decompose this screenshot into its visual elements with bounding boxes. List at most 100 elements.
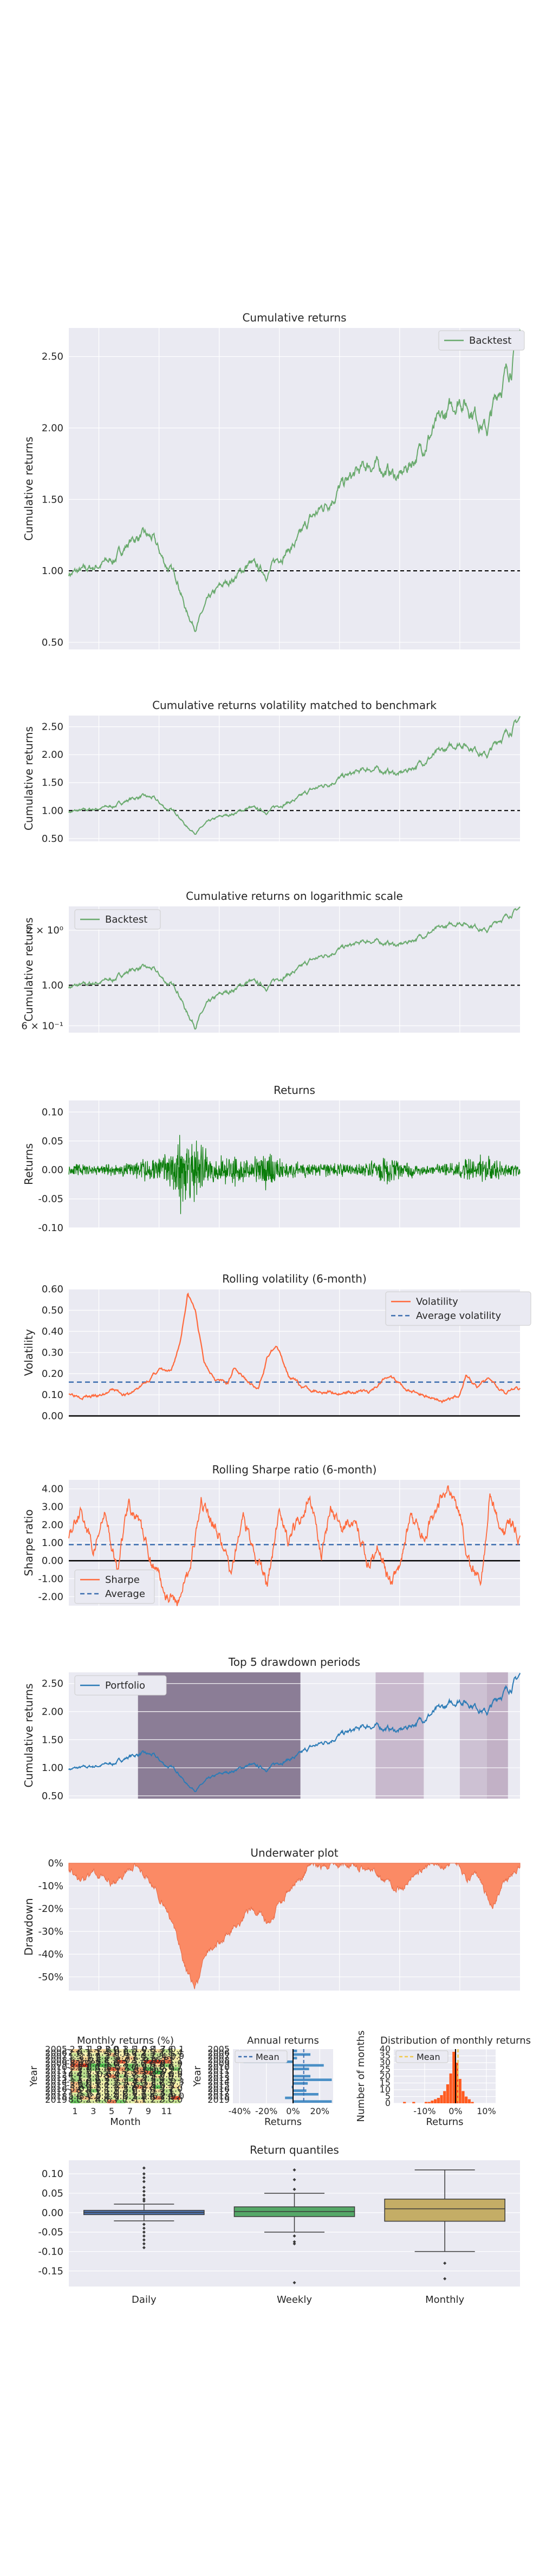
- bar: [293, 2050, 297, 2052]
- x-axis-label: Returns: [264, 2116, 302, 2128]
- heatmap-cell: [162, 2082, 172, 2085]
- heatmap-cell: [70, 2063, 80, 2068]
- heatmap-cell: [171, 2100, 180, 2103]
- y-tick-label: 0.50: [42, 1791, 63, 1802]
- heatmap-cell-value: -1.7: [112, 2065, 129, 2076]
- y-axis-label: Cumulative returns: [22, 1683, 35, 1787]
- heatmap-cell: [125, 2049, 135, 2053]
- y-tick-label: 1.00: [42, 1762, 63, 1774]
- heatmap-cell: [70, 2089, 80, 2092]
- heatmap-cell: [144, 2078, 153, 2082]
- heatmap-cell-value: 1.4: [105, 2087, 118, 2097]
- heatmap-cell-value: 1.9: [95, 2073, 109, 2083]
- y-tick-label: 2.50: [42, 722, 63, 733]
- x-tick-label: 11: [161, 2106, 172, 2116]
- y-tick-label: 2012: [207, 2069, 230, 2079]
- heatmap-cell: [107, 2082, 116, 2085]
- heatmap-cell: [107, 2052, 116, 2057]
- heatmap-cell: [79, 2074, 89, 2078]
- heatmap-cell: [116, 2096, 126, 2100]
- x-tick-label: -20%: [255, 2106, 277, 2116]
- heatmap-cell: [98, 2067, 107, 2071]
- y-tick-label: -0.10: [38, 2246, 63, 2257]
- y-tick-label: 0.40: [42, 1326, 63, 1337]
- y-tick-label: -30%: [38, 1926, 63, 1937]
- heatmap-cell-value: 5.6: [68, 2091, 82, 2101]
- heatmap-cell-value: -0.6: [85, 2055, 102, 2065]
- heatmap-cell-value: 1.1: [87, 2051, 100, 2062]
- series-line-backtest: [68, 329, 521, 633]
- heatmap-cell: [171, 2060, 180, 2064]
- heatmap-cell: [88, 2071, 98, 2075]
- heatmap-cell: [171, 2074, 180, 2078]
- heatmap-cell: [125, 2089, 135, 2092]
- heatmap-cell: [88, 2096, 98, 2100]
- heatmap-cell: [116, 2078, 126, 2082]
- histogram-bar: [431, 2101, 434, 2103]
- heatmap-cell-value: 0.9: [169, 2069, 183, 2079]
- heatmap-cell: [116, 2082, 126, 2085]
- heatmap-cell: [125, 2060, 135, 2064]
- outlier-point: [292, 2187, 296, 2191]
- heatmap-cell: [88, 2074, 98, 2078]
- heatmap-cell-value: 0.1: [132, 2084, 146, 2094]
- heatmap-cell: [98, 2060, 107, 2064]
- y-tick-label: 0.30: [42, 1347, 63, 1358]
- x-tick-label: Daily: [132, 2294, 157, 2305]
- heatmap-cell-value: 2.3: [132, 2069, 146, 2079]
- heatmap-cell: [171, 2071, 180, 2075]
- heatmap-cell-value: 4.3: [95, 2051, 109, 2062]
- heatmap-cell: [107, 2078, 116, 2082]
- heatmap-cell: [153, 2060, 162, 2064]
- y-tick-label: -2.00: [38, 1591, 63, 1602]
- series-line-backtest: [68, 716, 521, 835]
- heatmap-cell: [116, 2074, 126, 2078]
- y-axis-label: Cumulative returns: [22, 436, 35, 540]
- y-tick-label: 2 × 10⁰: [27, 925, 63, 936]
- drawdown-period-band: [486, 1672, 508, 1799]
- y-tick-label: 0.05: [42, 1136, 63, 1147]
- heatmap-cell-value: -2.9: [131, 2073, 147, 2083]
- heatmap-cell: [70, 2082, 80, 2085]
- heatmap-cell: [70, 2100, 80, 2103]
- y-tick-label: 2.00: [42, 422, 63, 434]
- heatmap-cell-value: 0.3: [132, 2087, 146, 2097]
- heatmap-cell: [70, 2049, 80, 2053]
- heatmap-cell: [125, 2063, 135, 2068]
- outlier-point: [292, 2281, 296, 2284]
- chart-title: Monthly returns (%): [77, 2035, 174, 2046]
- heatmap-cell: [98, 2085, 107, 2089]
- legend: [395, 2050, 448, 2063]
- legend-label: Average volatility: [416, 1310, 501, 1322]
- bar: [293, 2089, 307, 2092]
- heatmap-cell: [98, 2096, 107, 2100]
- histogram-bar: [412, 2102, 415, 2103]
- heatmap-cell: [134, 2089, 144, 2092]
- heatmap-cell-value: 2.0: [169, 2084, 183, 2094]
- heatmap-cell: [70, 2092, 80, 2096]
- heatmap-cell: [153, 2085, 162, 2089]
- heatmap-cell: [144, 2092, 153, 2096]
- outlier-point: [142, 2166, 146, 2170]
- heatmap-cell: [125, 2067, 135, 2071]
- heatmap-cell: [153, 2082, 162, 2085]
- heatmap-cell: [134, 2078, 144, 2082]
- heatmap-cell: [162, 2078, 172, 2082]
- chart-panel-7: 0.50 1.00 1.50 2.00 2.50 Top 5 drawdown perio…: [22, 1656, 521, 1802]
- heatmap-cell-value: -1.7: [149, 2084, 166, 2094]
- heatmap-cell-value: 4.4: [68, 2069, 82, 2079]
- series-line-portfolio: [68, 1672, 521, 1793]
- heatmap-cell: [88, 2063, 98, 2068]
- heatmap-cell-value: -3.6: [76, 2091, 93, 2101]
- heatmap-cell-value: -2.5: [140, 2080, 157, 2090]
- heatmap-cell: [162, 2089, 172, 2092]
- heatmap-cell-value: 2.4: [151, 2076, 164, 2086]
- legend-label: Portfolio: [105, 1680, 145, 1691]
- heatmap-cell: [88, 2092, 98, 2096]
- heatmap-cell-value: 4.1: [77, 2069, 91, 2079]
- heatmap-cell: [125, 2092, 135, 2096]
- heatmap-cell: [162, 2071, 172, 2075]
- heatmap-cell: [98, 2089, 107, 2092]
- outlier-point: [142, 2189, 146, 2193]
- y-tick-label: 0.50: [42, 1305, 63, 1316]
